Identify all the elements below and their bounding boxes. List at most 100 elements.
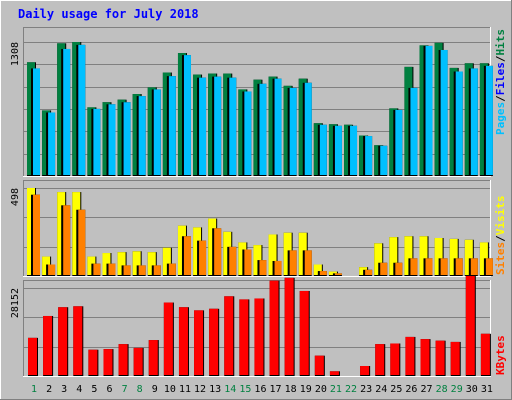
bar-kbytes [360,365,370,375]
bar-kbytes [178,307,188,375]
bar-kbytes [103,349,113,375]
bar-kbytes [28,337,37,375]
panel-kbytes-day-27 [420,339,431,376]
bar-sites [319,271,327,275]
x-label-day-31: 31 [481,384,493,395]
bar-kbytes [148,340,158,375]
x-label-day-29: 29 [451,384,463,395]
chart-panels: 1308Pages/Files/Hits498Sites/Visits28152… [10,27,507,377]
bar-sites [455,258,463,275]
legend-separator: / [494,55,507,62]
x-label-day-28: 28 [436,384,448,395]
panel-visits-day-13 [208,218,222,276]
x-label-day-13: 13 [209,384,221,395]
panel-hits-day-11 [177,53,191,176]
x-label-day-14: 14 [224,384,236,395]
bar-sites [485,258,493,275]
panel-hits-day-2 [42,110,56,176]
panel-kbytes-day-30 [465,275,476,376]
bar-sites [78,209,86,275]
bar-files [319,124,327,175]
bar-files [183,55,191,175]
panel-kbytes-day-16 [254,298,265,376]
x-label-day-15: 15 [239,384,251,395]
panel-hits-day-15 [238,89,252,176]
x-label-day-19: 19 [300,384,312,395]
panel-visits-day-3 [57,192,71,276]
panel-visits: 498 Sites/Visits [10,180,507,277]
x-label-day-5: 5 [91,384,97,395]
bar-sites [334,273,342,275]
panel-visits-day-19 [298,232,312,276]
panel-hits-day-31 [479,63,493,176]
x-label-day-30: 30 [466,384,478,395]
bar-kbytes [58,307,68,375]
bar-visits [313,264,322,275]
legend-item-pages: Pages [494,102,507,135]
panel-kbytes-day-31 [480,333,491,376]
panel-hits-day-12 [193,74,207,176]
panel-visits-day-31 [479,242,493,276]
bar-files [425,45,433,175]
panel-kbytes-day-21 [329,371,340,376]
panel-kbytes-day-17 [269,280,280,376]
panel-hits-day-28 [434,42,448,176]
bar-kbytes [209,308,219,375]
bar-sites [380,262,388,275]
bar-sites [48,264,56,275]
panel-kbytes-day-9 [148,340,159,376]
panel-hits-day-4 [72,42,86,176]
panel-visits-y-max-label: 498 [10,188,21,206]
bar-kbytes [314,355,324,375]
panel-visits-day-14 [223,231,237,276]
bar-kbytes [194,310,204,375]
panel-hits-day-14 [223,73,237,176]
bar-files [289,87,297,175]
bar-files [410,87,418,175]
x-label-day-10: 10 [164,384,176,395]
bar-kbytes [480,333,490,375]
panel-visits-day-18 [283,232,297,276]
panel-kbytes-day-19 [299,290,310,376]
bar-sites [395,262,403,275]
panel-hits-day-3 [57,43,71,176]
bar-kbytes [88,349,98,375]
panel-hits-day-26 [404,66,418,176]
panel-visits-day-9 [147,252,161,276]
bar-visits [449,238,458,275]
panel-kbytes-day-7 [118,344,129,376]
panel-visits-day-27 [419,236,433,276]
bar-visits [117,252,126,275]
bar-files [153,89,161,175]
bar-sites [274,260,282,275]
panel-kbytes: 28152 KBytes [10,275,507,377]
panel-kbytes-day-28 [435,340,446,376]
panel-visits-day-6 [102,253,116,276]
panel-visits-day-25 [389,237,403,276]
bar-kbytes [133,347,143,375]
bar-visits [147,252,156,275]
bar-sites [138,265,146,275]
bar-kbytes [435,340,445,375]
panel-kbytes-day-5 [88,349,99,376]
panel-visits-day-2 [42,256,56,276]
legend-item-files: Files [494,62,507,95]
bar-kbytes [375,344,385,375]
panel-kbytes-day-24 [375,344,386,376]
bar-sites [33,194,40,275]
panel-visits-day-26 [404,236,418,276]
panel-hits-day-1 [27,62,40,176]
bar-visits [419,236,428,275]
panel-hits-day-16 [253,79,267,176]
bar-files [304,82,312,175]
bar-kbytes [118,344,128,375]
panel-kbytes-day-15 [239,299,250,376]
panel-visits-day-12 [193,227,207,276]
panel-hits-day-25 [389,108,403,176]
x-label-day-7: 7 [122,384,128,395]
panel-hits-day-24 [374,145,388,176]
bar-visits [434,238,443,275]
bar-sites [63,205,71,275]
bar-kbytes [254,298,264,375]
